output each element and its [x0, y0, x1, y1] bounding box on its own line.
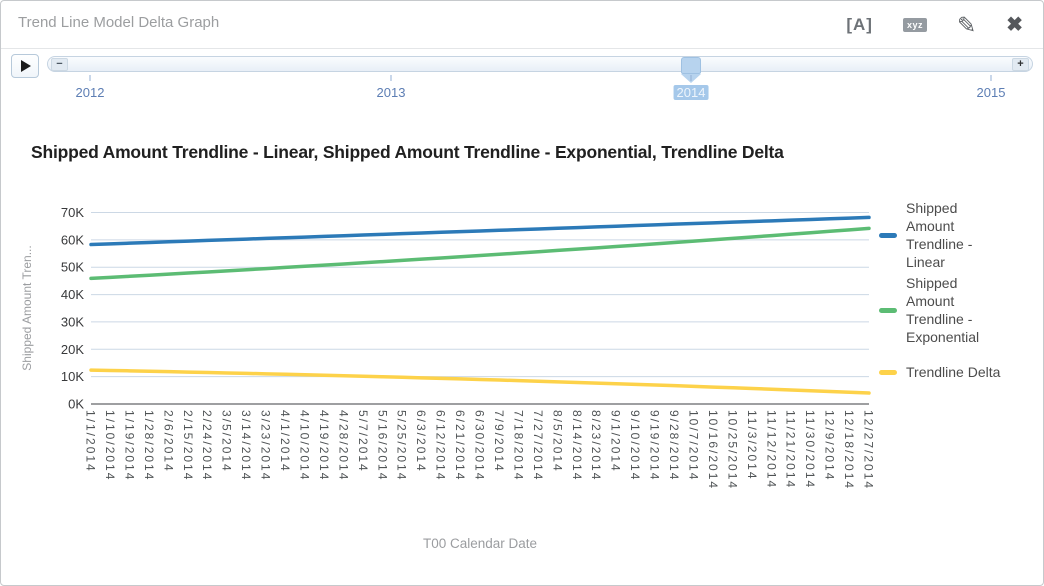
x-tick-label: 4/28/2014 [336, 410, 350, 481]
y-tick-label: 30K [61, 314, 84, 329]
timeline-year-2014[interactable]: 2014 [673, 85, 709, 100]
x-tick-label: 1/19/2014 [122, 410, 136, 481]
timeline-tick [89, 75, 91, 81]
x-tick-label: 7/9/2014 [492, 410, 506, 473]
y-tick-label: 10K [61, 369, 84, 384]
chart-legend: Shipped Amount Trendline - Linear Shipped… [879, 199, 1039, 384]
legend-item[interactable]: Shipped Amount Trendline - Exponential [879, 274, 1039, 346]
x-tick-label: 11/30/2014 [803, 410, 817, 489]
y-tick-label: 50K [61, 260, 84, 275]
toolbar: [A] xyz ✎ ✖ [846, 9, 1023, 41]
x-tick-label: 7/27/2014 [531, 410, 545, 481]
x-tick-label: 11/21/2014 [784, 410, 798, 489]
x-tick-label: 4/10/2014 [297, 410, 311, 481]
x-tick-label: 6/21/2014 [453, 410, 467, 481]
x-tick-label: 6/3/2014 [414, 410, 428, 473]
x-tick-label: 10/7/2014 [686, 410, 700, 481]
legend-swatch-icon [879, 307, 897, 313]
x-tick-label: 2/24/2014 [200, 410, 214, 481]
x-axis-title: T00 Calendar Date [423, 536, 537, 551]
y-tick-label: 20K [61, 342, 84, 357]
zoom-in-button[interactable]: + [1012, 57, 1029, 71]
x-tick-label: 8/14/2014 [570, 410, 584, 481]
series-line [89, 215, 871, 247]
x-tick-label: 2/15/2014 [181, 410, 195, 481]
x-tick-label: 1/28/2014 [142, 410, 156, 481]
y-tick-label: 70K [61, 205, 84, 220]
x-tick-label: 10/16/2014 [706, 410, 720, 490]
x-tick-label: 12/9/2014 [823, 410, 837, 481]
x-tick-label: 11/12/2014 [764, 410, 778, 489]
legend-item[interactable]: Trendline Delta [879, 363, 1039, 381]
x-tick-label: 5/16/2014 [375, 410, 389, 481]
play-button[interactable] [11, 54, 39, 78]
x-tick-label: 2/6/2014 [161, 410, 175, 473]
x-tick-label: 12/27/2014 [862, 410, 876, 490]
play-icon [21, 60, 31, 72]
timeline-year-2015[interactable]: 2015 [976, 85, 1006, 100]
time-slider: − + 2012 2013 2014 2015 [1, 49, 1043, 107]
x-tick-label: 1/1/2014 [84, 410, 98, 473]
legend-swatch-icon [879, 369, 897, 375]
x-tick-label: 11/3/2014 [745, 410, 759, 481]
y-axis-title: Shipped Amount Tren... [20, 245, 34, 370]
x-tick-label: 1/10/2014 [103, 410, 117, 481]
legend-label: Shipped Amount Trendline - Exponential [906, 275, 980, 345]
header-divider [1, 48, 1043, 49]
timeline-tick [690, 75, 692, 81]
axis-labels-icon[interactable]: xyz [902, 18, 927, 32]
x-tick-label: 9/19/2014 [648, 410, 662, 481]
trend-chart: 0K 10K 20K 30K 40K 50K 60K 70K Shipped Amount Tr… [20, 205, 876, 551]
x-tick-label: 7/18/2014 [511, 410, 525, 481]
x-tick-label: 9/1/2014 [609, 410, 623, 473]
legend-item[interactable]: Shipped Amount Trendline - Linear [879, 199, 1039, 271]
edit-pencil-icon[interactable]: ✎ [956, 11, 977, 38]
x-tick-label: 3/5/2014 [220, 410, 234, 473]
x-tick-label: 8/23/2014 [589, 410, 603, 481]
series-line [89, 226, 871, 281]
timeline-year-2012[interactable]: 2012 [75, 85, 105, 100]
close-icon[interactable]: ✖ [1006, 14, 1023, 36]
series-line [89, 368, 871, 395]
slider-handle-body [681, 57, 701, 74]
timeline-tick [390, 75, 392, 81]
x-tick-label: 5/7/2014 [356, 410, 370, 473]
x-tick-label: 6/12/2014 [434, 410, 448, 481]
zoom-out-button[interactable]: − [51, 57, 68, 71]
timeline-tick [990, 75, 992, 81]
widget-title: Trend Line Model Delta Graph [18, 14, 220, 31]
chart-title: Shipped Amount Trendline - Linear, Shipp… [31, 142, 784, 162]
x-tick-label: 10/25/2014 [725, 410, 739, 490]
legend-label: Trendline Delta [906, 364, 1001, 380]
timeline-year-2013[interactable]: 2013 [376, 85, 406, 100]
legend-swatch-icon [879, 232, 897, 238]
x-tick-label: 8/5/2014 [550, 410, 564, 473]
x-tick-label: 12/18/2014 [842, 410, 856, 490]
x-tick-label: 9/10/2014 [628, 410, 642, 481]
x-tick-label: 3/23/2014 [259, 410, 273, 481]
x-tick-label: 5/25/2014 [395, 410, 409, 481]
legend-label: Shipped Amount Trendline - Linear [906, 200, 973, 270]
y-tick-label: 60K [61, 232, 84, 247]
x-tick-label: 6/30/2014 [473, 410, 487, 481]
x-tick-label: 4/1/2014 [278, 410, 292, 473]
y-tick-label: 40K [61, 287, 84, 302]
y-tick-label: 0K [68, 397, 84, 412]
x-tick-label: 4/19/2014 [317, 410, 331, 481]
x-tick-label: 3/14/2014 [239, 410, 253, 481]
font-settings-icon[interactable]: [A] [846, 15, 873, 34]
slider-track[interactable]: − + [47, 56, 1033, 72]
x-tick-label: 9/28/2014 [667, 410, 681, 481]
